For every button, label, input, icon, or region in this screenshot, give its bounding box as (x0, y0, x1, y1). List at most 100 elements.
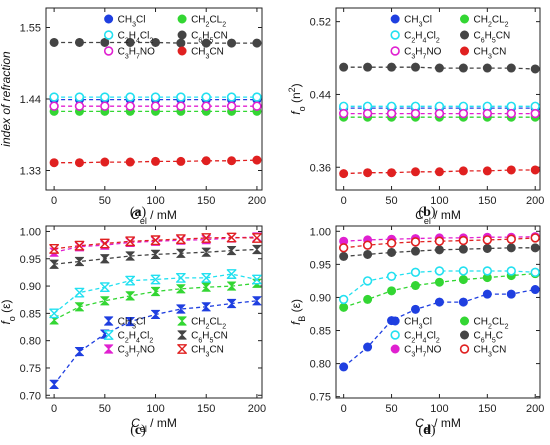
text-run: CN (209, 345, 223, 356)
subscript-run: 2 (505, 21, 509, 28)
y-axis-label: fB (ε) (289, 299, 307, 325)
series-c2h4cl2 (49, 92, 262, 102)
data-point (338, 243, 349, 253)
data-point (177, 316, 187, 326)
x-tick-label: 100 (146, 195, 164, 207)
legend-label: CH3Cl (404, 15, 432, 29)
data-point (226, 281, 237, 291)
data-point (125, 92, 135, 102)
text-run: NO (140, 47, 155, 58)
data-point (150, 235, 161, 246)
data-point (458, 275, 468, 285)
text-run: CL (209, 317, 222, 328)
data-point (252, 233, 262, 243)
legend-label: C6H5CN (191, 31, 228, 45)
data-point (387, 286, 397, 296)
subscript-run: 2 (125, 37, 129, 44)
text-run: H (415, 31, 422, 42)
subscript-run: 2 (488, 323, 492, 330)
text-run: (ε) (0, 299, 13, 316)
series-c2h4cl2 (49, 269, 262, 319)
subscript-run: 4 (423, 337, 427, 344)
data-point (176, 156, 186, 166)
text-run: CN (492, 345, 506, 356)
text-run: Cl (426, 31, 435, 42)
subscript-run: 2 (436, 37, 440, 44)
text-run: Cl (140, 31, 149, 42)
subscript-run: 2 (125, 337, 129, 344)
subscript-run: 3 (132, 323, 136, 330)
data-point (434, 297, 444, 307)
data-point (226, 269, 237, 279)
text-run: (n (289, 92, 303, 106)
data-point (387, 62, 397, 72)
text-run: C (415, 416, 424, 430)
subscript-run: 6 (198, 337, 202, 344)
data-point (74, 37, 84, 47)
y-tick-label: 0.36 (310, 162, 331, 174)
chart-panel-3: 0 50 100 150 200 0.70 0.75 0.80 0.85 0.90 0.95 1.00… (0, 225, 266, 438)
data-point (506, 165, 516, 175)
subscript-run: 2 (206, 21, 210, 28)
y-tick-label: 0.85 (20, 308, 41, 320)
y-axis-label: index of refraction (0, 51, 13, 147)
data-point (410, 267, 421, 278)
data-point (252, 155, 262, 165)
data-point (390, 344, 400, 354)
text-run: C (118, 47, 125, 58)
y-tick-label: 0.85 (310, 326, 331, 338)
data-point (362, 240, 373, 250)
data-point (410, 167, 420, 177)
data-point (176, 248, 186, 258)
fit-line (343, 247, 536, 258)
data-point (201, 272, 212, 283)
x-tick-label: 50 (99, 195, 111, 207)
legend-label: C6H5CN (474, 31, 511, 45)
fit-line (53, 273, 258, 314)
y-tick-label: 1.00 (20, 226, 41, 238)
x-tick-label: 0 (341, 403, 347, 415)
fit-line (343, 66, 536, 70)
data-point (74, 302, 85, 312)
x-tick-label: 150 (478, 403, 496, 415)
panel-letter: c (135, 423, 141, 438)
data-point (227, 156, 237, 166)
data-point (387, 168, 397, 178)
text-run: Cl (423, 317, 432, 328)
data-point (49, 92, 59, 102)
data-point (339, 62, 349, 72)
y-axis-label: fo (n2) (287, 83, 307, 114)
y-tick-label: 1.33 (20, 166, 41, 178)
panel-label: (b) (418, 205, 435, 220)
text-run: / mM (147, 208, 177, 222)
data-point (176, 38, 186, 48)
subscript-run: 2 (222, 21, 226, 28)
data-point (252, 296, 262, 306)
data-point (226, 92, 237, 102)
data-point (150, 249, 161, 259)
data-point (410, 237, 421, 247)
x-tick-label: 0 (51, 403, 57, 415)
subscript-run: 3 (125, 351, 129, 358)
data-point (252, 38, 262, 48)
text-run: H (485, 31, 492, 42)
data-point (175, 272, 186, 283)
series-ch3cl (339, 285, 540, 372)
data-point (386, 108, 397, 119)
text-run: / mM (147, 416, 177, 430)
text-run: f (289, 110, 303, 115)
text-run: (ε) (289, 299, 303, 316)
data-point (339, 302, 349, 312)
text-run: / mM (431, 208, 461, 222)
x-tick-label: 150 (478, 195, 496, 207)
y-tick-label: 0.80 (310, 359, 331, 371)
x-tick-label: 0 (341, 195, 347, 207)
data-point (201, 282, 211, 292)
data-point (49, 158, 59, 168)
subscript-run: 7 (136, 53, 140, 60)
fit-line (343, 169, 536, 175)
data-point (49, 101, 59, 111)
data-point (49, 379, 59, 389)
legend-label: C6H5CN (191, 331, 228, 345)
data-point (100, 92, 110, 102)
